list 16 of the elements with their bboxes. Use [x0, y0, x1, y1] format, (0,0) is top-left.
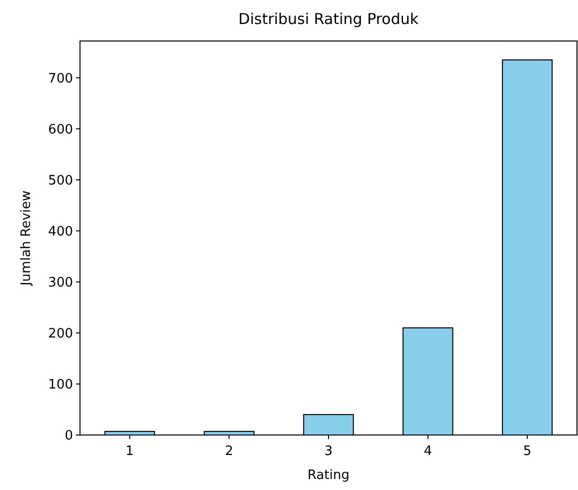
chart-title: Distribusi Rating Produk [238, 10, 419, 28]
y-tick-label: 500 [48, 173, 73, 188]
y-tick-label: 400 [48, 224, 73, 240]
y-tick-label: 700 [48, 71, 73, 86]
y-axis-title: Jumlah Review [19, 190, 34, 287]
x-tick-label: 5 [523, 444, 532, 459]
y-tick-label: 300 [48, 275, 73, 290]
x-tick-label: 1 [126, 444, 134, 459]
x-tick-label: 2 [224, 444, 234, 459]
y-tick-label: 100 [48, 378, 73, 393]
x-tick-label: 3 [324, 444, 333, 459]
y-tick-label: 600 [48, 122, 73, 138]
x-tick-label: 4 [424, 444, 432, 459]
y-tick-label: 200 [48, 326, 73, 342]
x-axis-title: Rating [308, 468, 350, 483]
y-tick-label: 0 [64, 428, 73, 444]
